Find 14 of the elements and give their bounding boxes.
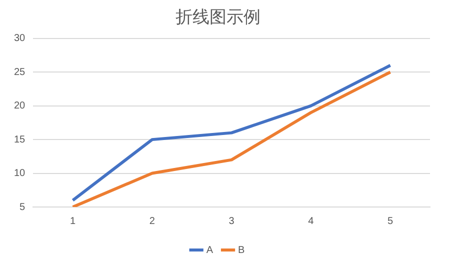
y-tick-label: 5 xyxy=(20,202,26,213)
y-tick-label: 10 xyxy=(14,168,26,180)
chart-title: 折线图示例 xyxy=(176,8,260,28)
x-tick-label: 5 xyxy=(388,216,394,227)
y-tick-label: 15 xyxy=(14,134,26,146)
legend-label: B xyxy=(238,244,245,256)
legend-label: A xyxy=(206,244,214,256)
x-tick-label: 2 xyxy=(149,216,156,227)
x-tick-label: 4 xyxy=(308,216,314,227)
x-tick-label: 3 xyxy=(228,216,235,227)
y-tick-label: 20 xyxy=(14,100,26,112)
y-tick-label: 25 xyxy=(14,66,26,78)
y-tick-label: 30 xyxy=(14,33,26,44)
x-tick-label: 1 xyxy=(70,216,76,227)
